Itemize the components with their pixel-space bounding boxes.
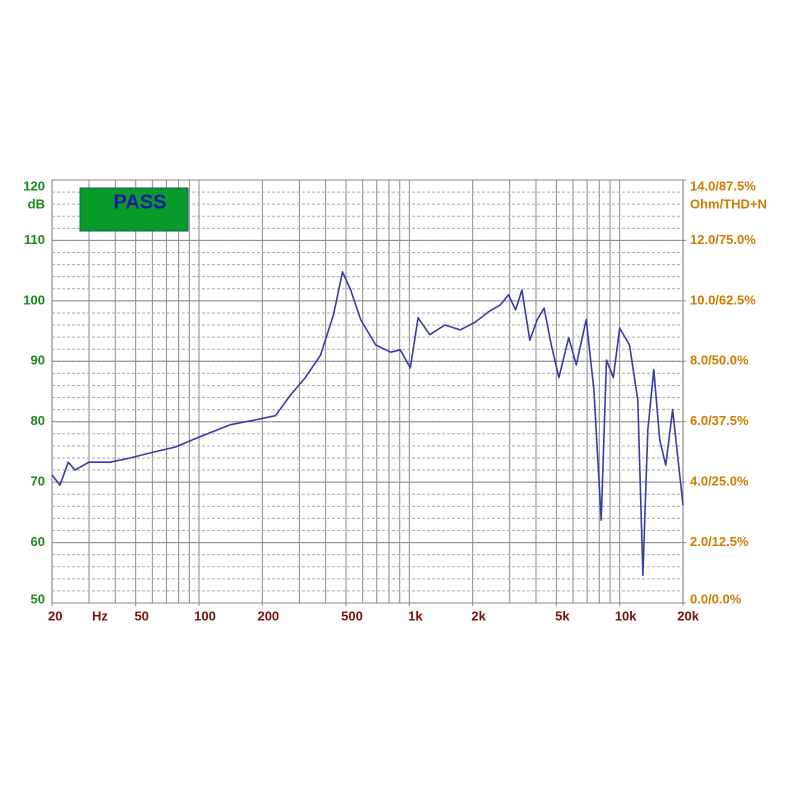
y2-tick-label: 10.0/62.5%	[690, 292, 756, 307]
x-tick-label: 2k	[471, 608, 486, 623]
y-tick-label: 90	[31, 353, 45, 368]
y-tick-label: 110	[24, 232, 45, 247]
response-line	[51, 271, 684, 576]
x-unit: Hz	[92, 608, 108, 623]
y2-tick-label: 14.0/87.5%	[690, 178, 756, 193]
y2-tick-label: 4.0/25.0%	[690, 474, 749, 489]
y2-label: Ohm/THD+N	[690, 196, 767, 211]
y-tick-label: 80	[31, 413, 45, 428]
x-tick-label: 200	[257, 608, 279, 623]
y2-tick-label: 12.0/75.0%	[690, 232, 756, 247]
x-tick-label: 500	[341, 608, 363, 623]
y-tick-label: 50	[31, 591, 45, 606]
y-tick-label: 60	[31, 534, 45, 549]
y2-tick-label: 8.0/50.0%	[690, 353, 749, 368]
y-tick-label: 70	[31, 474, 45, 489]
status-box	[79, 187, 189, 232]
x-tick-label: 1k	[408, 608, 423, 623]
x-tick-label: 20	[48, 608, 62, 623]
plot-area	[51, 179, 684, 604]
y-tick-label: 100	[23, 292, 45, 307]
y2-tick-label: 6.0/37.5%	[690, 413, 749, 428]
x-tick-label: 10k	[615, 608, 637, 623]
status-text: PASS	[114, 191, 167, 213]
y-unit: dB	[28, 196, 45, 211]
x-tick-label: 100	[194, 608, 216, 623]
y2-tick-label: 0.0/0.0%	[690, 591, 742, 606]
y2-tick-label: 2.0/12.5%	[690, 534, 749, 549]
x-tick-label: 50	[134, 608, 148, 623]
x-tick-label: 20k	[677, 608, 699, 623]
y-tick-label: 120	[23, 178, 45, 193]
x-tick-label: 5k	[555, 608, 570, 623]
